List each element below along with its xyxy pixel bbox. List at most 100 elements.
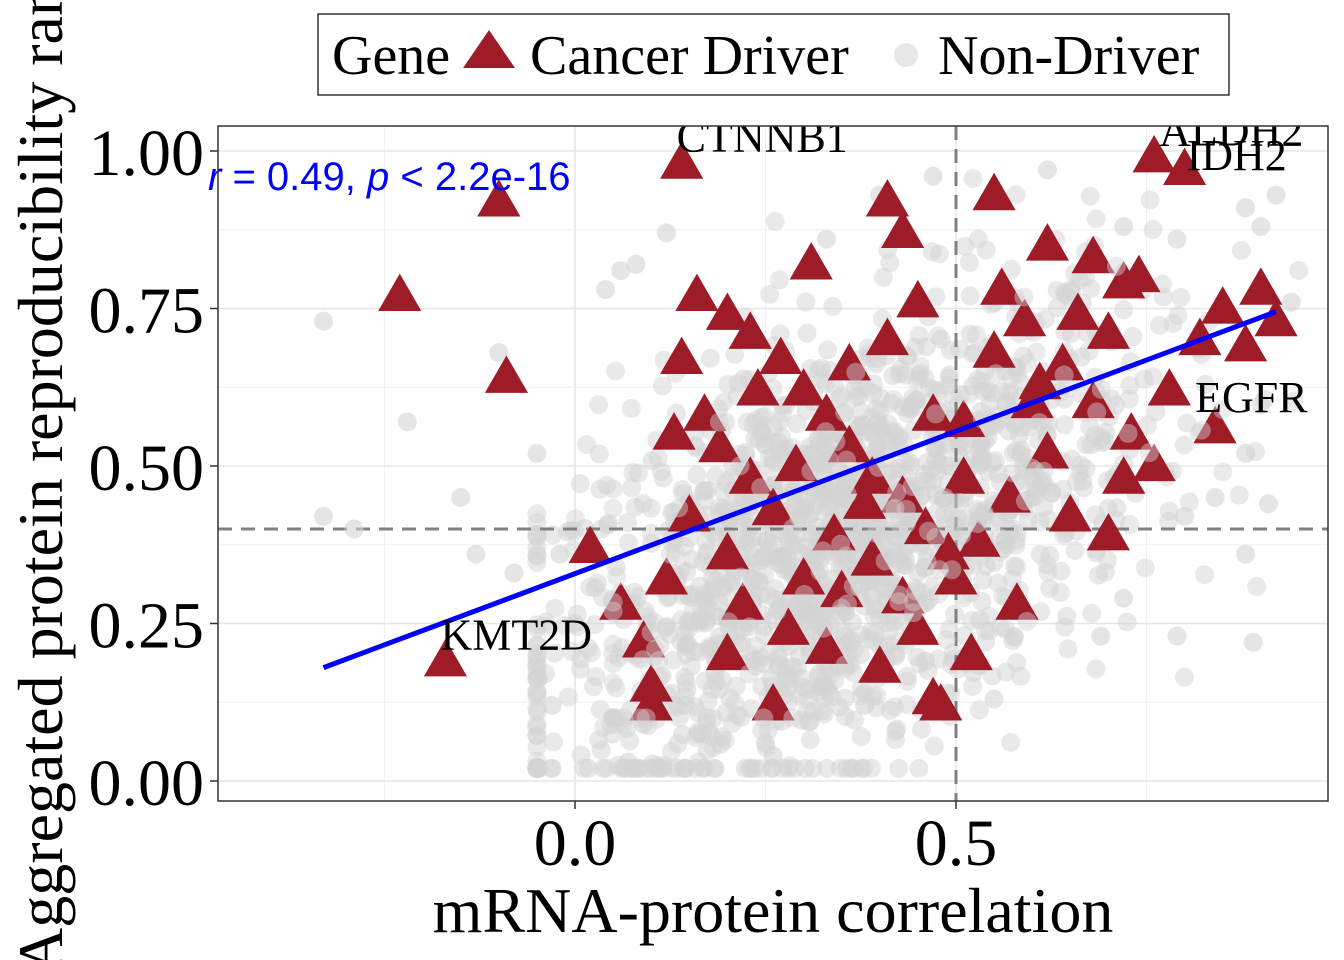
non-driver-point [1135, 558, 1155, 578]
non-driver-point [795, 758, 815, 778]
non-driver-point [938, 375, 958, 395]
non-driver-point [967, 514, 987, 534]
non-driver-point [574, 758, 594, 778]
non-driver-point [1247, 576, 1267, 596]
overlay-points [603, 256, 1233, 728]
non-driver-point [1017, 353, 1037, 373]
non-driver-point [923, 166, 943, 186]
non-driver-point [900, 396, 920, 416]
non-driver-point [677, 679, 697, 699]
non-driver-point [836, 602, 856, 622]
non-driver-point [1139, 443, 1159, 463]
non-driver-point [885, 498, 905, 518]
non-driver-point [527, 524, 547, 544]
reference-lines [218, 126, 1328, 801]
cancer-driver-point [926, 531, 970, 570]
non-driver-point [760, 284, 780, 304]
non-driver-point [1120, 375, 1140, 395]
non-driver-point [767, 601, 787, 621]
non-driver-point [713, 481, 733, 501]
non-driver-point [818, 340, 838, 360]
non-driver-point [705, 758, 725, 778]
cancer-driver-point [896, 279, 940, 318]
non-driver-point [645, 639, 665, 659]
non-driver-point [796, 292, 816, 312]
non-driver-point [1001, 259, 1021, 279]
non-driver-point [916, 651, 936, 671]
cancer-driver-point [1254, 298, 1298, 337]
non-driver-point [963, 169, 983, 189]
non-driver-point [1107, 498, 1127, 518]
non-driver-point [1034, 461, 1054, 481]
non-driver-point [815, 688, 835, 708]
non-driver-point [857, 629, 877, 649]
cancer-driver-point [736, 368, 780, 406]
non-driver-point [690, 642, 710, 662]
non-driver-point [744, 650, 764, 670]
non-driver-point [603, 708, 623, 728]
cancer-driver-point [1201, 286, 1245, 324]
non-driver-point [755, 625, 775, 645]
cancer-driver-point [1048, 494, 1092, 532]
non-driver-point [926, 404, 946, 424]
non-driver-point [914, 557, 934, 577]
annotation-idh2: IDH2 [1187, 131, 1287, 180]
y-tick-label: 0.50 [89, 432, 205, 505]
annotation-egfr: EGFR [1195, 373, 1308, 422]
cancer-driver-point [423, 638, 468, 677]
cancer-driver-point [1071, 235, 1115, 274]
non-driver-point [835, 706, 855, 726]
non-driver-point [837, 484, 857, 504]
non-driver-point [603, 498, 623, 518]
cancer-driver-point [850, 456, 894, 494]
non-driver-point [1266, 185, 1286, 205]
non-driver-point [783, 518, 803, 538]
cancer-driver-point [1071, 380, 1115, 419]
cancer-driver-point [728, 311, 772, 349]
non-driver-point [926, 527, 946, 547]
non-driver-point [777, 664, 797, 684]
non-driver-point [871, 527, 891, 547]
non-driver-point [762, 534, 782, 554]
non-driver-point [966, 325, 986, 345]
non-driver-point [628, 463, 648, 483]
non-driver-point [768, 649, 788, 669]
non-driver-point [889, 364, 909, 384]
non-driver-point [894, 544, 914, 564]
non-driver-point [745, 428, 765, 448]
cancer-driver-point [942, 456, 986, 494]
non-driver-points [314, 160, 1301, 772]
non-driver-point [668, 734, 688, 754]
cancer-driver-point [850, 538, 894, 576]
non-driver-point [1289, 261, 1309, 281]
non-driver-point [1153, 287, 1173, 307]
non-driver-point [696, 544, 716, 564]
non-driver-point [926, 287, 946, 307]
non-driver-point [760, 548, 780, 568]
non-driver-point [641, 498, 661, 518]
non-driver-point [590, 479, 610, 499]
non-driver-point [669, 498, 689, 518]
non-driver-point [608, 648, 628, 668]
non-driver-point [1001, 732, 1021, 752]
cancer-driver-point [782, 557, 826, 595]
non-driver-point [889, 592, 909, 612]
non-driver-point [973, 504, 993, 524]
non-driver-point [929, 244, 949, 264]
non-driver-point [679, 611, 699, 631]
non-driver-point [950, 492, 970, 512]
non-driver-point [1070, 270, 1090, 290]
non-driver-point [1175, 506, 1195, 526]
non-driver-point [1229, 485, 1249, 505]
non-driver-point [1174, 667, 1194, 687]
non-driver-point [630, 708, 650, 728]
non-driver-point [814, 618, 834, 638]
non-driver-point [603, 643, 623, 663]
non-driver-point [976, 556, 996, 576]
non-driver-point [597, 758, 617, 778]
non-driver-point [888, 427, 908, 447]
non-driver-point [1236, 544, 1256, 564]
cancer-driver-point [1163, 147, 1207, 186]
non-driver-point [1006, 535, 1026, 555]
